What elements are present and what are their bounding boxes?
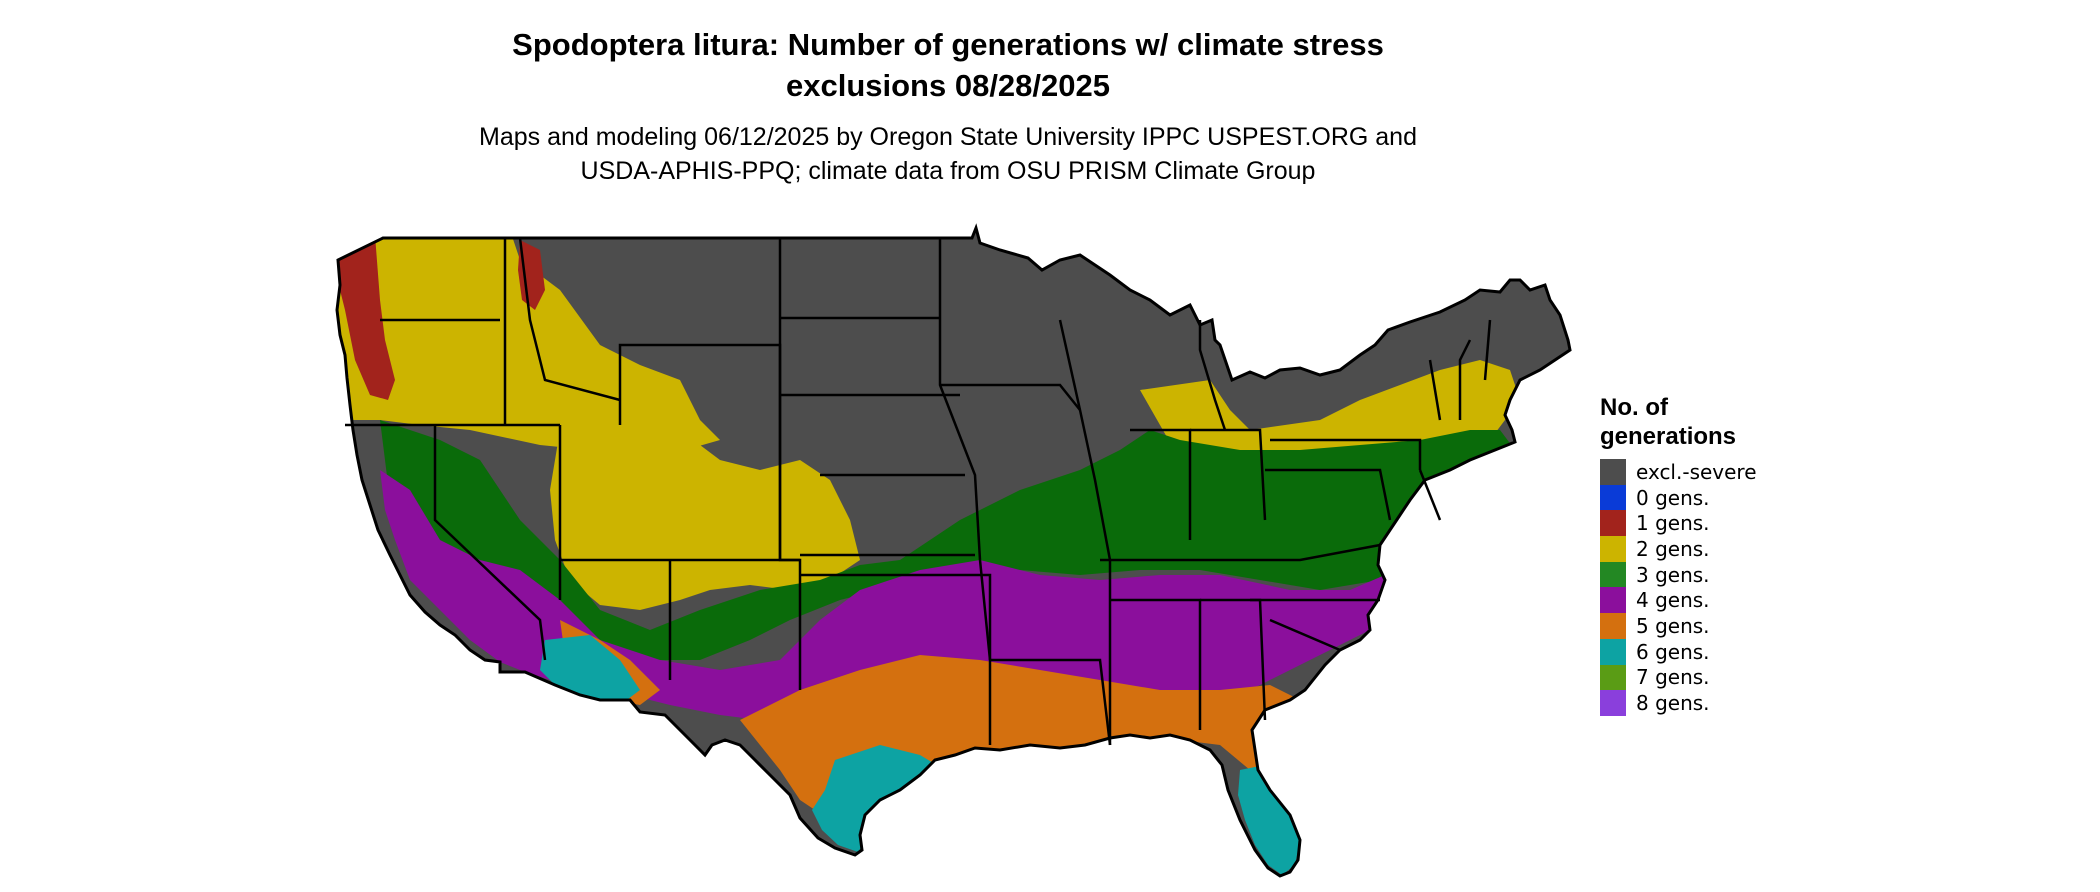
legend-item-4-gens: 4 gens. <box>1600 587 1880 614</box>
legend-swatch <box>1600 510 1626 537</box>
ky-tn-border <box>1100 543 1381 562</box>
us-generations-map <box>320 220 1580 890</box>
map-title: Spodoptera litura: Number of generations… <box>0 24 1896 106</box>
legend-label: 2 gens. <box>1636 536 1710 561</box>
legend: No. of generations excl.-severe 0 gens. … <box>1600 393 1880 716</box>
legend-item-excl-severe: excl.-severe <box>1600 459 1880 485</box>
legend-title: No. of generations <box>1600 393 1880 451</box>
legend-swatch <box>1600 561 1626 588</box>
vt-nh <box>1458 339 1472 420</box>
zone-1-gens-coast <box>337 230 395 400</box>
legend-items: excl.-severe 0 gens. 1 gens. 2 gens. 3 g… <box>1600 459 1880 716</box>
us-map-svg <box>335 226 1572 878</box>
map-subtitle-line-1: Maps and modeling 06/12/2025 by Oregon S… <box>479 123 1417 151</box>
legend-swatch <box>1600 638 1626 665</box>
legend-label: excl.-severe <box>1636 459 1757 484</box>
map-title-line-2: exclusions 08/28/2025 <box>785 68 1110 103</box>
in-oh-border <box>1190 428 1267 521</box>
legend-label: 1 gens. <box>1636 511 1710 536</box>
legend-item-5-gens: 5 gens. <box>1600 613 1880 639</box>
legend-label: 3 gens. <box>1636 562 1710 587</box>
legend-label: 6 gens. <box>1636 639 1710 664</box>
legend-swatch <box>1600 536 1626 562</box>
legend-label: 8 gens. <box>1636 691 1710 716</box>
ar-la-border <box>990 658 1112 746</box>
legend-item-0-gens: 0 gens. <box>1600 484 1880 511</box>
michigan-lower <box>1198 320 1227 431</box>
zone-4-gens-south <box>380 470 1395 720</box>
ga-sc-border <box>1269 618 1341 652</box>
legend-swatch <box>1600 664 1626 691</box>
oh-wv-va <box>1265 468 1392 521</box>
ok-tx-border <box>800 573 992 660</box>
legend-item-6-gens: 6 gens. <box>1600 638 1880 665</box>
nm-tx-border <box>780 558 802 690</box>
ny-vt <box>1428 359 1442 421</box>
map-subtitle: Maps and modeling 06/12/2025 by Oregon S… <box>0 120 1896 188</box>
zone-3-gens-central <box>380 420 1515 660</box>
pa-ny-border <box>1270 438 1422 470</box>
zone-2-gens-northwest <box>337 230 720 460</box>
mn-ia-mo-ar <box>938 238 992 745</box>
ia-mn-border <box>940 383 1081 411</box>
md-de <box>1418 469 1442 521</box>
id-mt-border <box>518 237 621 402</box>
legend-item-1-gens: 1 gens. <box>1600 510 1880 537</box>
legend-label: 7 gens. <box>1636 665 1710 690</box>
legend-swatch <box>1600 613 1626 639</box>
legend-item-7-gens: 7 gens. <box>1600 664 1880 691</box>
wi-il-border <box>1058 319 1112 561</box>
map-subtitle-line-2: USDA-APHIS-PPQ; climate data from OSU PR… <box>580 157 1316 185</box>
zone-1-gens-idaho <box>518 240 545 310</box>
legend-item-3-gens: 3 gens. <box>1600 561 1880 588</box>
map-title-line-1: Spodoptera litura: Number of generations… <box>512 27 1384 62</box>
state-boundaries <box>345 237 1492 746</box>
legend-title-line-2: generations <box>1600 423 1737 450</box>
legend-label: 4 gens. <box>1636 588 1710 613</box>
zone-6-gens-florida <box>1238 765 1300 875</box>
generation-zones <box>337 230 1520 875</box>
legend-label: 5 gens. <box>1636 613 1710 638</box>
legend-swatch <box>1600 459 1626 485</box>
legend-label: 0 gens. <box>1636 485 1710 510</box>
legend-item-8-gens: 8 gens. <box>1600 690 1880 716</box>
ca-nv-border <box>433 425 547 661</box>
zone-2-gens-intermountain <box>550 430 860 610</box>
zone-6-gens-texas <box>812 745 945 852</box>
nh-me <box>1483 319 1492 381</box>
legend-item-2-gens: 2 gens. <box>1600 536 1880 562</box>
legend-swatch <box>1600 484 1626 511</box>
legend-swatch <box>1600 587 1626 614</box>
legend-swatch <box>1600 690 1626 716</box>
legend-title-line-1: No. of <box>1600 394 1668 421</box>
